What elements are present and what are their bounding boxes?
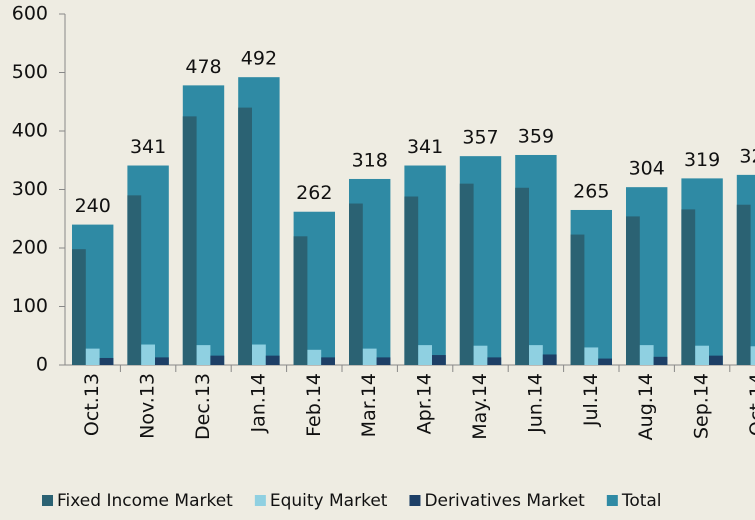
bar bbox=[85, 348, 100, 365]
value-label: 492 bbox=[241, 48, 277, 70]
value-label: 341 bbox=[130, 136, 166, 158]
bar bbox=[210, 355, 225, 365]
bar bbox=[529, 345, 543, 365]
bar bbox=[432, 355, 446, 365]
bar bbox=[196, 345, 211, 365]
value-label: 304 bbox=[629, 158, 665, 180]
x-tick-label: Sep.14 bbox=[691, 373, 713, 439]
bar bbox=[750, 346, 755, 365]
bar bbox=[570, 234, 585, 365]
bar bbox=[487, 357, 502, 365]
legend-swatch bbox=[409, 495, 421, 506]
bar bbox=[72, 249, 86, 365]
bar bbox=[542, 354, 557, 365]
x-tick-label: Aug.14 bbox=[635, 373, 657, 440]
x-tick-label: Nov.13 bbox=[137, 373, 159, 439]
legend-swatch bbox=[254, 495, 266, 506]
x-tick-label: Feb.14 bbox=[303, 373, 325, 437]
value-label: 341 bbox=[407, 136, 443, 158]
bar bbox=[127, 195, 142, 365]
bar bbox=[307, 349, 322, 365]
bar bbox=[141, 344, 155, 365]
y-tick-label: 0 bbox=[36, 354, 48, 376]
bar bbox=[155, 357, 169, 365]
bar bbox=[404, 196, 419, 365]
bar bbox=[238, 107, 252, 365]
bar bbox=[709, 355, 723, 365]
legend-label: Total bbox=[621, 491, 662, 511]
bar bbox=[626, 216, 640, 365]
bar bbox=[99, 357, 114, 365]
x-tick-label: Dec.13 bbox=[192, 373, 214, 440]
x-tick-label: Jun.14 bbox=[524, 373, 546, 434]
bar bbox=[376, 357, 391, 365]
value-label: 262 bbox=[296, 182, 332, 204]
y-tick-label: 600 bbox=[12, 3, 48, 25]
bar bbox=[639, 345, 654, 365]
y-tick-label: 500 bbox=[12, 61, 48, 83]
bar bbox=[459, 183, 474, 365]
bar bbox=[598, 358, 612, 365]
bar bbox=[736, 204, 751, 365]
value-label: 240 bbox=[75, 195, 111, 217]
bar bbox=[418, 345, 432, 365]
legend-swatch bbox=[42, 495, 53, 506]
value-label: 318 bbox=[352, 149, 388, 171]
y-tick-label: 300 bbox=[12, 178, 48, 200]
x-tick-label: Mar.14 bbox=[358, 373, 380, 437]
legend-label: Equity Market bbox=[270, 491, 388, 511]
bar bbox=[252, 344, 266, 365]
value-label: 478 bbox=[185, 56, 221, 78]
x-tick-label: May.14 bbox=[469, 373, 491, 440]
x-tick-label: Apr.14 bbox=[414, 373, 436, 434]
x-tick-label: Jul.14 bbox=[580, 373, 602, 427]
value-label: 357 bbox=[462, 127, 498, 149]
bar bbox=[681, 209, 696, 365]
bar bbox=[182, 116, 197, 365]
y-tick-label: 100 bbox=[12, 295, 48, 317]
bar bbox=[584, 347, 599, 365]
bar bbox=[653, 356, 668, 365]
x-tick-label: Jan.14 bbox=[247, 373, 269, 434]
bar bbox=[515, 187, 529, 365]
x-tick-label: Oct.13 bbox=[81, 373, 103, 436]
value-label: 325 bbox=[739, 145, 755, 167]
bar bbox=[265, 355, 280, 365]
legend-label: Derivatives Market bbox=[424, 491, 585, 511]
bar bbox=[349, 203, 363, 365]
y-tick-label: 200 bbox=[12, 237, 48, 259]
bar bbox=[473, 345, 488, 365]
bar bbox=[695, 345, 709, 365]
value-label: 319 bbox=[684, 149, 720, 171]
value-label: 265 bbox=[573, 180, 609, 202]
bar bbox=[293, 236, 308, 365]
y-tick-label: 400 bbox=[12, 120, 48, 142]
bar bbox=[362, 348, 377, 365]
legend-swatch bbox=[606, 495, 618, 506]
value-label: 359 bbox=[518, 125, 554, 147]
bar bbox=[321, 357, 335, 365]
legend-label: Fixed Income Market bbox=[57, 491, 233, 511]
x-tick-label: Oct.14 bbox=[746, 373, 755, 436]
